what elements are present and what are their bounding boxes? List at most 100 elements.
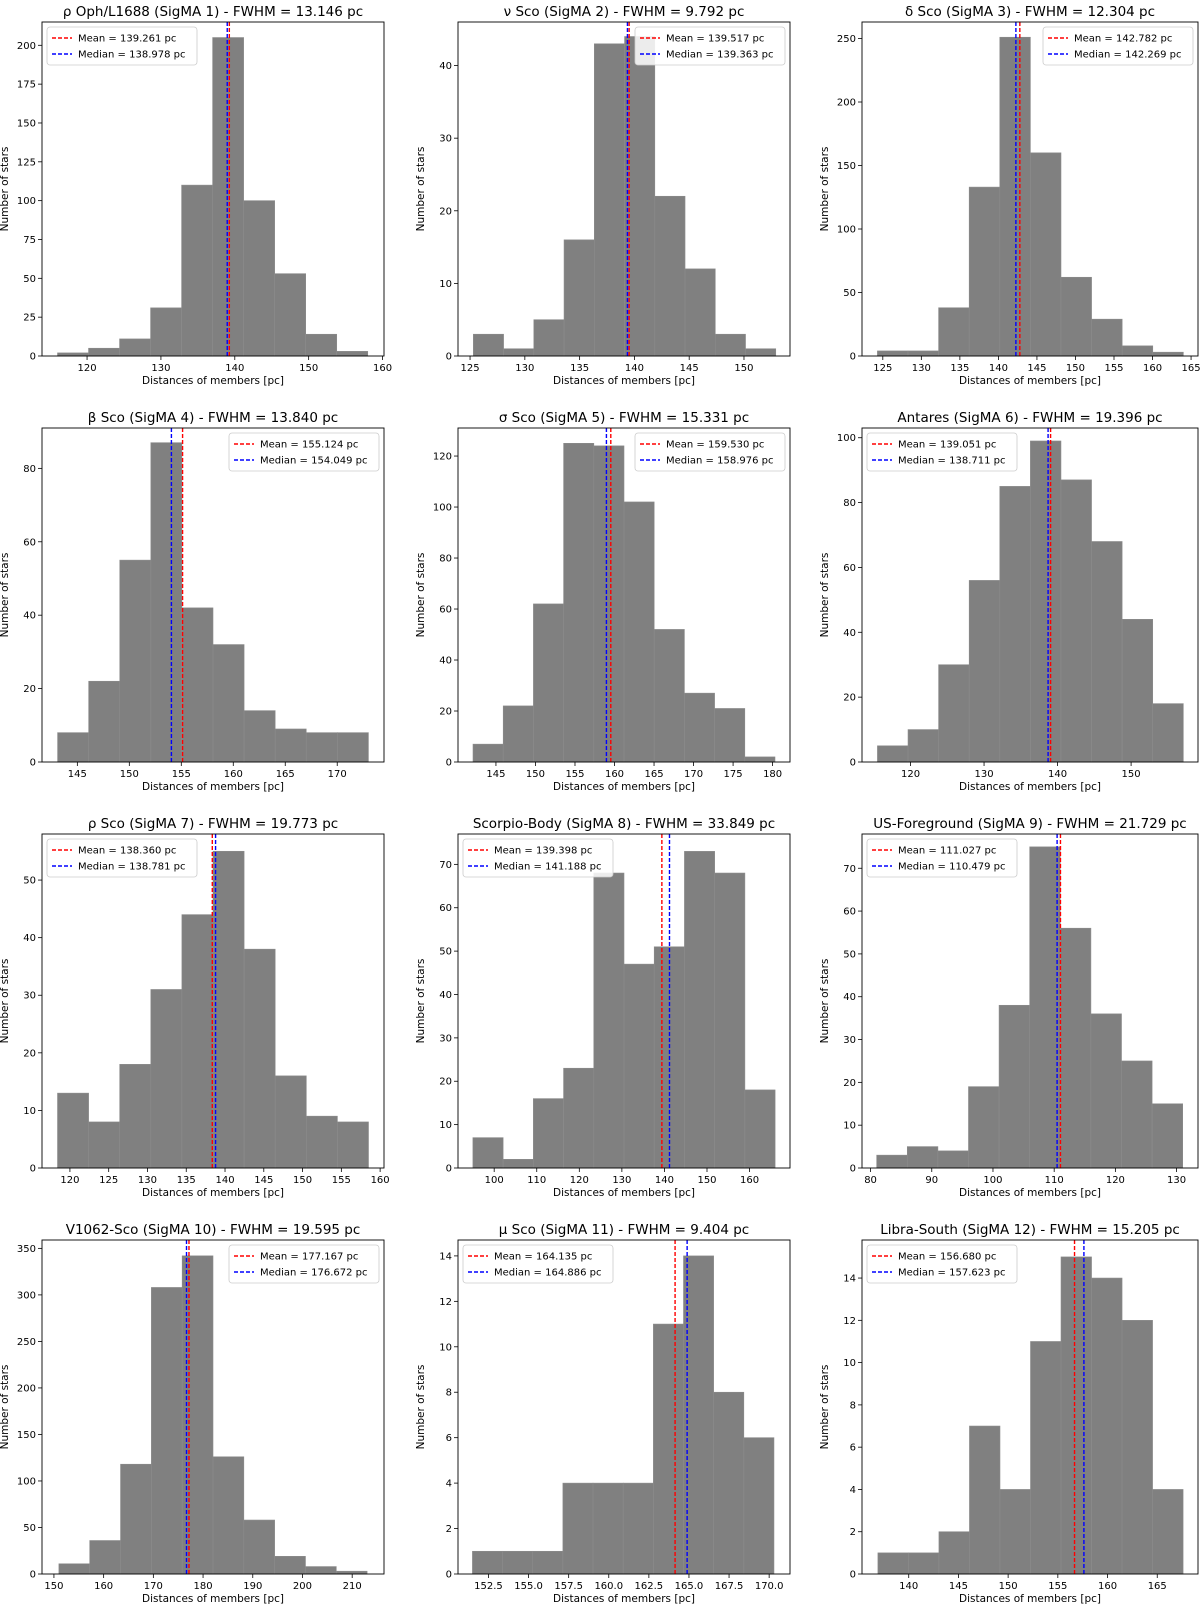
histogram-bar [502,1550,534,1575]
y-tick-label: 75 [23,235,36,246]
histogram-bar [212,1456,245,1575]
histogram-bar [744,1089,776,1169]
histogram-bar [57,732,89,763]
legend: Mean = 164.135 pc Median = 164.886 pc [462,1244,614,1284]
legend-mean-label: Mean = 159.530 pc [666,440,764,451]
x-tick-label: 125 [99,1175,118,1186]
histogram-panel-4: 145 150 155 160 165 170 0 20 40 60 80 β Sco (SigMA … [0,410,385,793]
histogram-bar [1152,703,1184,763]
histogram-bar [532,1550,564,1575]
legend-median-label: Median = 158.976 pc [666,456,774,467]
histogram-bar [877,1552,909,1575]
legend-box [634,432,786,472]
legend-box [228,432,380,472]
histogram-bar [1060,1256,1092,1575]
x-tick-label: 145 [1027,363,1046,374]
x-tick-label: 120 [78,363,97,374]
legend-mean-label: Mean = 139.517 pc [666,34,764,45]
legend-median-label: Median = 138.781 pc [78,862,186,873]
y-axis-label: Number of stars [819,553,831,638]
histogram-bar [336,351,369,357]
y-axis-label: Number of stars [415,553,427,638]
chart-title: β Sco (SigMA 4) - FWHM = 13.840 pc [88,410,338,426]
x-tick-label: 130 [912,363,931,374]
x-tick-label: 145 [486,769,505,780]
histogram-bar [938,664,970,763]
x-tick-label: 120 [901,769,920,780]
histogram-bar [938,1531,970,1575]
histogram-bar [57,352,89,357]
x-tick-label: 140 [225,363,244,374]
x-tick-label: 150 [120,769,139,780]
x-tick-label: 160.0 [594,1581,623,1592]
y-tick-label: 150 [837,161,856,172]
x-tick-label: 125 [873,363,892,374]
histogram-bar [999,486,1031,763]
x-axis-label: Distances of members [pc] [959,1187,1101,1199]
y-tick-label: 80 [439,554,452,565]
x-tick-label: 180 [763,769,782,780]
y-tick-label: 50 [23,274,36,285]
y-tick-label: 150 [17,118,36,129]
y-tick-label: 250 [17,1337,36,1348]
y-tick-label: 10 [439,279,452,290]
y-tick-label: 0 [446,1164,452,1175]
histogram-bar [907,729,939,763]
histogram-bar [745,348,777,357]
x-axis-label: Distances of members [pc] [142,781,284,793]
x-tick-label: 100 [485,1175,504,1186]
legend: Mean = 177.167 pc Median = 176.672 pc [228,1244,380,1284]
histogram-bar [999,1489,1031,1575]
y-tick-label: 20 [843,693,856,704]
histogram-bar [1090,1013,1122,1169]
x-tick-label: 140 [655,1175,674,1186]
histogram-bar [212,37,244,357]
histogram-bar [654,195,686,357]
x-tick-label: 190 [243,1581,262,1592]
y-tick-label: 0 [850,1570,856,1581]
y-tick-label: 25 [23,313,36,324]
histogram-bar [58,1563,91,1575]
x-tick-label: 140 [215,1175,234,1186]
histogram-bar [1121,345,1154,357]
y-tick-label: 12 [843,1316,856,1327]
legend-box [866,838,1018,878]
histogram-bar [714,872,746,1169]
x-tick-label: 165.0 [675,1581,704,1592]
histogram-bar [907,350,939,357]
x-tick-label: 120 [570,1175,589,1186]
y-tick-label: 50 [843,949,856,960]
legend-mean-label: Mean = 111.027 pc [898,846,996,857]
x-axis-label: Distances of members [pc] [959,375,1101,387]
legend: Mean = 111.027 pc Median = 110.479 pc [866,838,1018,878]
histogram-bar [938,307,970,357]
histogram-bar [1060,479,1092,763]
y-tick-label: 0 [446,1570,452,1581]
histogram-bar [212,644,245,763]
histogram-bar [593,872,625,1169]
y-tick-label: 0 [850,352,856,363]
y-tick-label: 200 [837,98,856,109]
histogram-bar [594,43,625,357]
x-tick-label: 150 [734,363,753,374]
histogram-bar [714,708,746,763]
x-tick-label: 150 [44,1581,63,1592]
x-tick-label: 157.5 [554,1581,583,1592]
y-tick-label: 60 [843,907,856,918]
x-tick-label: 125 [461,363,480,374]
x-axis-label: Distances of members [pc] [959,781,1101,793]
chart-title: Antares (SigMA 6) - FWHM = 19.396 pc [897,410,1162,426]
histogram-bar [533,319,565,357]
axes-frame [41,1239,385,1575]
legend-median-label: Median = 110.479 pc [898,862,1006,873]
histogram-panel-6: 120 130 140 150 0 20 40 60 80 100 Antares (SigMA 6… [819,410,1199,793]
x-tick-label: 165 [1148,1581,1167,1592]
histogram-panel-12: 140 145 150 155 160 165 0 2 4 6 8 10 12 14 Libra-South… [819,1222,1199,1605]
x-tick-label: 160 [1098,1581,1117,1592]
y-tick-label: 150 [17,1430,36,1441]
chart-title: US-Foreground (SigMA 9) - FWHM = 21.729 … [873,816,1186,832]
histogram-bar [1152,351,1184,357]
axes-frame [41,833,385,1169]
y-tick-label: 14 [843,1274,856,1285]
x-tick-label: 155 [1104,363,1123,374]
